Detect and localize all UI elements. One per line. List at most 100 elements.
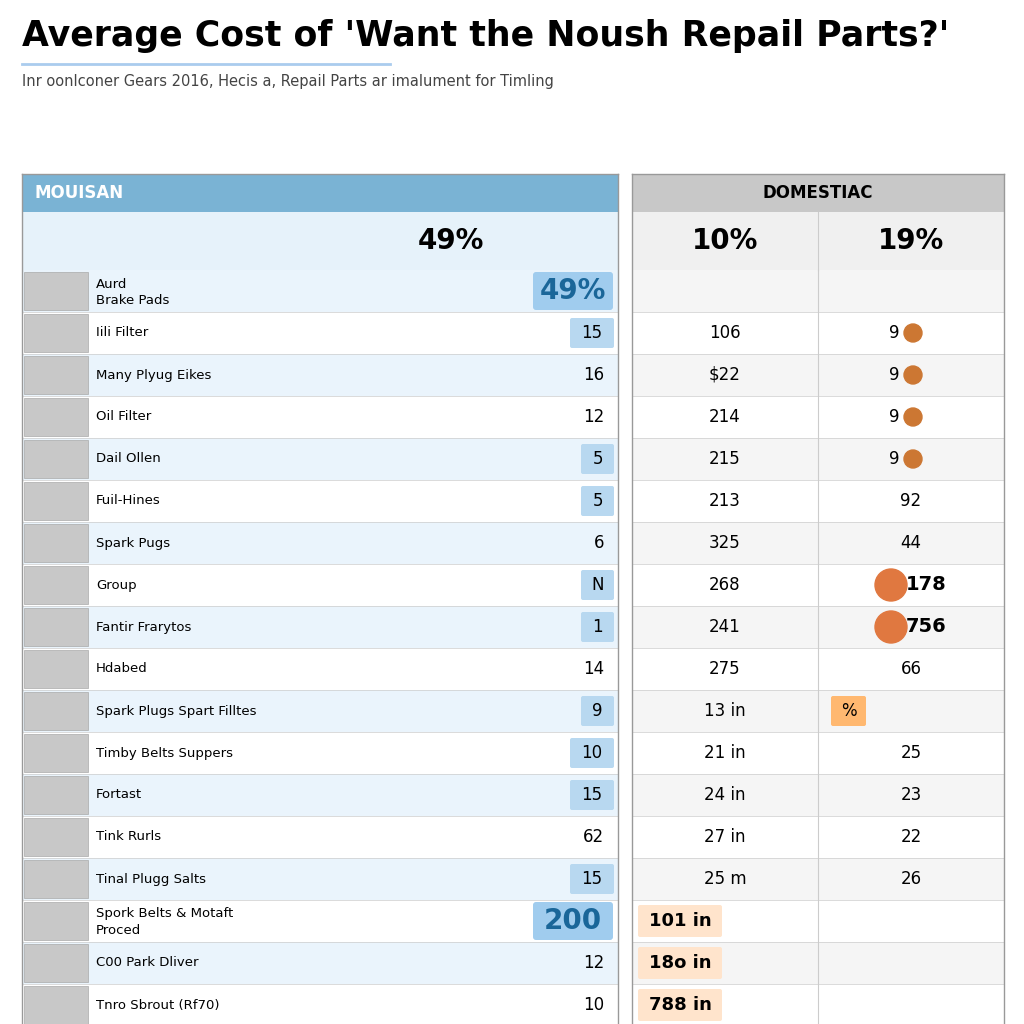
Text: Fuil-Hines: Fuil-Hines bbox=[96, 495, 161, 508]
Text: Fantir Frarytos: Fantir Frarytos bbox=[96, 621, 191, 634]
FancyBboxPatch shape bbox=[24, 902, 88, 940]
Text: 19%: 19% bbox=[878, 227, 944, 255]
Text: N: N bbox=[591, 575, 604, 594]
Text: 25: 25 bbox=[900, 744, 922, 762]
FancyBboxPatch shape bbox=[22, 564, 618, 606]
FancyBboxPatch shape bbox=[570, 318, 614, 348]
Text: 325: 325 bbox=[710, 534, 741, 552]
FancyBboxPatch shape bbox=[570, 738, 614, 768]
FancyBboxPatch shape bbox=[632, 858, 1004, 900]
Text: DOMESTIAC: DOMESTIAC bbox=[763, 184, 873, 202]
FancyBboxPatch shape bbox=[632, 690, 1004, 732]
Text: 10: 10 bbox=[583, 996, 604, 1014]
Text: 49%: 49% bbox=[540, 278, 606, 305]
FancyBboxPatch shape bbox=[22, 522, 618, 564]
FancyBboxPatch shape bbox=[632, 354, 1004, 396]
FancyBboxPatch shape bbox=[22, 312, 618, 354]
FancyBboxPatch shape bbox=[24, 944, 88, 982]
Text: 15: 15 bbox=[582, 324, 602, 342]
FancyBboxPatch shape bbox=[632, 396, 1004, 438]
Circle shape bbox=[904, 324, 922, 342]
FancyBboxPatch shape bbox=[22, 816, 618, 858]
Text: Fortast: Fortast bbox=[96, 788, 142, 802]
Text: 5: 5 bbox=[592, 492, 603, 510]
FancyBboxPatch shape bbox=[24, 440, 88, 478]
FancyBboxPatch shape bbox=[24, 398, 88, 436]
Text: 1: 1 bbox=[592, 618, 603, 636]
Text: Tink Rurls: Tink Rurls bbox=[96, 830, 161, 844]
FancyBboxPatch shape bbox=[632, 480, 1004, 522]
FancyBboxPatch shape bbox=[22, 354, 618, 396]
Text: 16: 16 bbox=[583, 366, 604, 384]
Text: Inr oonIconer Gears 2016, Hecis a, Repail Parts ar imalument for Timling: Inr oonIconer Gears 2016, Hecis a, Repai… bbox=[22, 74, 554, 89]
Text: %: % bbox=[841, 702, 856, 720]
Circle shape bbox=[874, 611, 907, 643]
Text: Proced: Proced bbox=[96, 924, 141, 937]
FancyBboxPatch shape bbox=[638, 905, 722, 937]
FancyBboxPatch shape bbox=[22, 396, 618, 438]
FancyBboxPatch shape bbox=[22, 212, 618, 270]
FancyBboxPatch shape bbox=[632, 174, 1004, 212]
Circle shape bbox=[904, 366, 922, 384]
FancyBboxPatch shape bbox=[632, 270, 1004, 312]
FancyBboxPatch shape bbox=[24, 608, 88, 646]
FancyBboxPatch shape bbox=[818, 212, 1004, 270]
Text: 10: 10 bbox=[582, 744, 602, 762]
Text: 9: 9 bbox=[889, 450, 899, 468]
Text: 241: 241 bbox=[710, 618, 741, 636]
Text: 213: 213 bbox=[709, 492, 741, 510]
FancyBboxPatch shape bbox=[24, 482, 88, 520]
FancyBboxPatch shape bbox=[581, 696, 614, 726]
FancyBboxPatch shape bbox=[22, 270, 618, 312]
FancyBboxPatch shape bbox=[581, 444, 614, 474]
Text: 21 in: 21 in bbox=[705, 744, 745, 762]
Text: 106: 106 bbox=[710, 324, 740, 342]
Text: 49%: 49% bbox=[418, 227, 484, 255]
FancyBboxPatch shape bbox=[632, 774, 1004, 816]
FancyBboxPatch shape bbox=[638, 947, 722, 979]
FancyBboxPatch shape bbox=[22, 174, 618, 212]
FancyBboxPatch shape bbox=[632, 312, 1004, 354]
Text: 268: 268 bbox=[710, 575, 740, 594]
Text: 14: 14 bbox=[583, 660, 604, 678]
FancyBboxPatch shape bbox=[632, 522, 1004, 564]
Text: Spork Belts & Motaft: Spork Belts & Motaft bbox=[96, 907, 233, 921]
FancyBboxPatch shape bbox=[632, 648, 1004, 690]
FancyBboxPatch shape bbox=[22, 690, 618, 732]
FancyBboxPatch shape bbox=[24, 650, 88, 688]
FancyBboxPatch shape bbox=[22, 858, 618, 900]
Text: 15: 15 bbox=[582, 786, 602, 804]
FancyBboxPatch shape bbox=[24, 272, 88, 310]
FancyBboxPatch shape bbox=[24, 524, 88, 562]
FancyBboxPatch shape bbox=[24, 818, 88, 856]
Text: Hdabed: Hdabed bbox=[96, 663, 147, 676]
Text: 101 in: 101 in bbox=[648, 912, 712, 930]
Text: 214: 214 bbox=[710, 408, 741, 426]
Text: $22: $22 bbox=[709, 366, 741, 384]
FancyBboxPatch shape bbox=[638, 989, 722, 1021]
FancyBboxPatch shape bbox=[24, 776, 88, 814]
FancyBboxPatch shape bbox=[24, 356, 88, 394]
Text: 9: 9 bbox=[592, 702, 603, 720]
Text: 215: 215 bbox=[710, 450, 741, 468]
FancyBboxPatch shape bbox=[632, 942, 1004, 984]
Text: 9: 9 bbox=[889, 408, 899, 426]
Text: 13 in: 13 in bbox=[705, 702, 745, 720]
Text: 788 in: 788 in bbox=[648, 996, 712, 1014]
Text: C00 Park Dliver: C00 Park Dliver bbox=[96, 956, 199, 970]
Text: 92: 92 bbox=[900, 492, 922, 510]
Text: 12: 12 bbox=[583, 954, 604, 972]
FancyBboxPatch shape bbox=[22, 606, 618, 648]
FancyBboxPatch shape bbox=[22, 480, 618, 522]
FancyBboxPatch shape bbox=[22, 942, 618, 984]
Text: 24 in: 24 in bbox=[705, 786, 745, 804]
FancyBboxPatch shape bbox=[22, 774, 618, 816]
Text: 26: 26 bbox=[900, 870, 922, 888]
Text: 5: 5 bbox=[592, 450, 603, 468]
Text: Dail Ollen: Dail Ollen bbox=[96, 453, 161, 466]
FancyBboxPatch shape bbox=[22, 732, 618, 774]
Text: Spark Pugs: Spark Pugs bbox=[96, 537, 170, 550]
Text: 44: 44 bbox=[900, 534, 922, 552]
Text: 66: 66 bbox=[900, 660, 922, 678]
Text: Average Cost of 'Want the Noush Repail Parts?': Average Cost of 'Want the Noush Repail P… bbox=[22, 19, 949, 53]
